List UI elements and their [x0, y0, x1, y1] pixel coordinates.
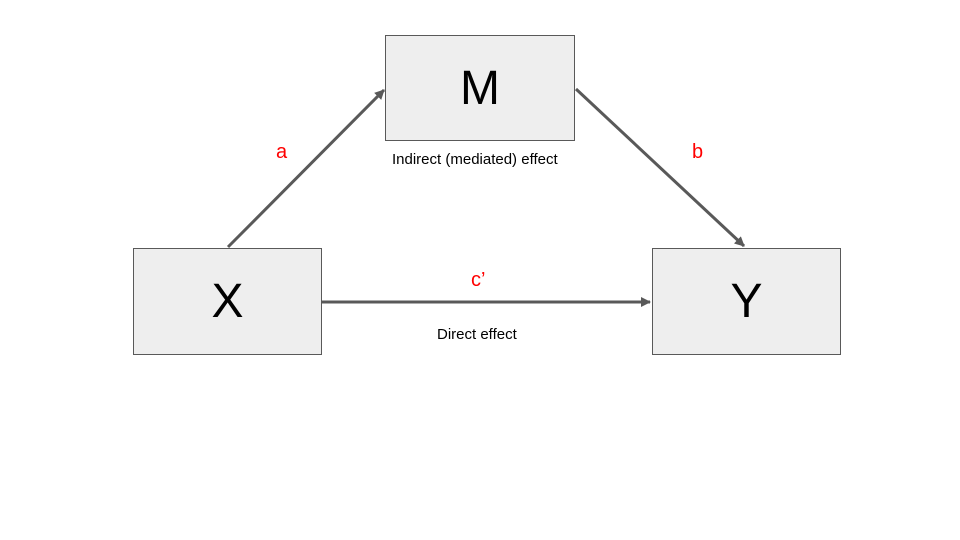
node-predictor: X [133, 248, 322, 355]
node-mediator: M [385, 35, 575, 141]
arrow-x-to-m [226, 88, 386, 249]
caption-indirect-effect: Indirect (mediated) effect [392, 151, 558, 168]
node-predictor-label: X [211, 275, 244, 328]
node-outcome: Y [652, 248, 841, 355]
path-label-c-prime: c’ [471, 269, 486, 291]
arrow-m-to-y [574, 87, 746, 248]
path-label-a: a [276, 141, 288, 163]
path-label-b: b [692, 141, 704, 163]
node-mediator-label: M [460, 61, 500, 115]
node-outcome-label: Y [730, 275, 763, 328]
caption-direct-effect: Direct effect [437, 326, 517, 343]
